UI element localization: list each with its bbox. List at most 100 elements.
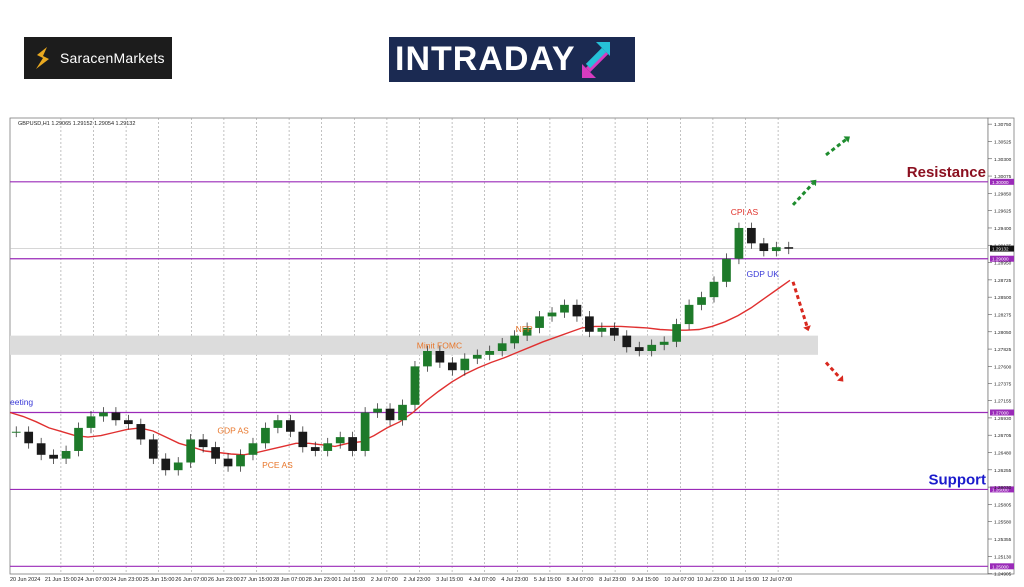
candle-body: [348, 437, 358, 451]
x-tick-label: 8 Jul 07:00: [567, 577, 594, 583]
x-tick-label: 2 Jul 07:00: [371, 577, 398, 583]
candle-body: [261, 427, 270, 444]
x-tick-label: 28 Jun 23:00: [306, 577, 338, 583]
y-tick-label: 1.29400: [994, 226, 1012, 232]
candle-body: [161, 458, 171, 471]
candle-body: [472, 354, 482, 359]
y-tick-label: 1.28725: [994, 278, 1012, 284]
candle-body: [709, 281, 719, 298]
candle-body: [609, 327, 619, 336]
y-tick-label: 1.25130: [994, 554, 1012, 560]
x-tick-label: 20 Jun 2024: [10, 577, 40, 583]
candle-body: [759, 243, 769, 252]
candle-body: [248, 443, 258, 455]
support-resistance-zone: [10, 335, 818, 355]
candle-body: [211, 447, 220, 459]
candle-body: [385, 408, 395, 421]
candle-body: [622, 335, 632, 348]
intraday-logo-text: INTRADAY: [395, 40, 576, 78]
candle-body: [111, 412, 121, 421]
candle-body: [99, 412, 108, 417]
x-tick-label: 10 Jul 23:00: [697, 577, 727, 583]
candle-body: [485, 350, 495, 355]
y-tick-label: 1.27825: [994, 347, 1012, 353]
bearish-arrow: [791, 281, 811, 332]
y-tick-label: 1.25580: [994, 520, 1012, 526]
x-tick-label: 9 Jul 15:00: [632, 577, 659, 583]
event-annotation: CPI AS: [731, 207, 759, 217]
candle-body: [410, 366, 420, 405]
y-tick-label: 1.27155: [994, 399, 1012, 405]
candle-body: [697, 297, 706, 305]
x-tick-label: 12 Jul 07:00: [762, 577, 792, 583]
bullish-arrow: [791, 179, 817, 206]
saracen-s-icon: [36, 47, 49, 69]
candle-body: [298, 431, 308, 448]
level-price-tag: [990, 563, 1014, 570]
event-annotation: Minit FOMC: [417, 341, 462, 351]
candle-body: [173, 462, 183, 471]
level-price-label: 1.30000: [992, 180, 1009, 185]
candle-body: [273, 420, 283, 428]
level-price-tag: [990, 409, 1014, 416]
saracen-logo-text: SaracenMarkets: [60, 50, 165, 66]
y-tick-label: 1.29625: [994, 209, 1012, 215]
candle-body: [497, 343, 507, 351]
candle-body: [360, 412, 370, 451]
candle-body: [148, 439, 158, 459]
level-price-tag: [990, 255, 1014, 262]
support-label: Support: [929, 471, 987, 488]
candle-body: [560, 304, 569, 313]
candle-body: [510, 335, 520, 344]
candle-body: [547, 312, 557, 317]
y-tick-label: 1.30300: [994, 157, 1012, 163]
y-tick-label: 1.26705: [994, 433, 1012, 439]
x-tick-label: 26 Jun 07:00: [175, 577, 207, 583]
arrow-shaft: [825, 138, 847, 157]
level-price-label: 1.26000: [992, 487, 1009, 492]
y-tick-label: 1.29850: [994, 191, 1012, 197]
x-tick-label: 28 Jun 07:00: [273, 577, 305, 583]
candle-body: [423, 350, 432, 367]
candle-body: [722, 258, 731, 282]
candle-body: [373, 408, 382, 413]
candle-body: [74, 427, 83, 451]
candle-body: [572, 304, 582, 317]
candle-body: [136, 424, 146, 440]
y-tick-label: 1.25805: [994, 502, 1012, 508]
y-tick-label: 1.30525: [994, 139, 1012, 145]
candle-body: [522, 327, 532, 336]
candle-body: [124, 420, 133, 425]
candle-body: [236, 454, 245, 467]
x-tick-label: 27 Jun 15:00: [241, 577, 273, 583]
candle-body: [24, 431, 34, 444]
y-tick-label: 1.30750: [994, 122, 1012, 128]
x-tick-label: 24 Jun 23:00: [110, 577, 142, 583]
x-tick-label: 5 Jul 15:00: [534, 577, 561, 583]
arrow-head: [843, 136, 850, 143]
level-price-label: 1.27000: [992, 411, 1009, 416]
level-price-label: 1.25000: [992, 564, 1009, 569]
y-tick-label: 1.24905: [994, 572, 1012, 578]
arrow-shaft: [791, 182, 815, 206]
y-tick-label: 1.26030: [994, 485, 1012, 491]
candle-body: [771, 247, 781, 252]
x-tick-label: 11 Jul 15:00: [730, 577, 760, 583]
candle-body: [734, 227, 744, 259]
candle-body: [223, 458, 233, 467]
candle-body: [684, 304, 694, 325]
intraday-arrows-icon: [581, 41, 610, 78]
x-tick-label: 1 Jul 15:00: [338, 577, 365, 583]
bullish-arrow: [825, 136, 850, 157]
candle-body: [585, 316, 594, 332]
candle-body: [335, 437, 345, 444]
candle-body: [659, 341, 669, 345]
bearish-arrow: [824, 361, 844, 382]
x-tick-label: 4 Jul 07:00: [469, 577, 496, 583]
arrow-head: [803, 325, 811, 332]
candle-body: [460, 358, 470, 371]
candle-body: [323, 443, 333, 451]
arrow-head: [810, 179, 817, 187]
event-annotation: eeting: [10, 397, 33, 407]
candle-body: [86, 416, 96, 428]
